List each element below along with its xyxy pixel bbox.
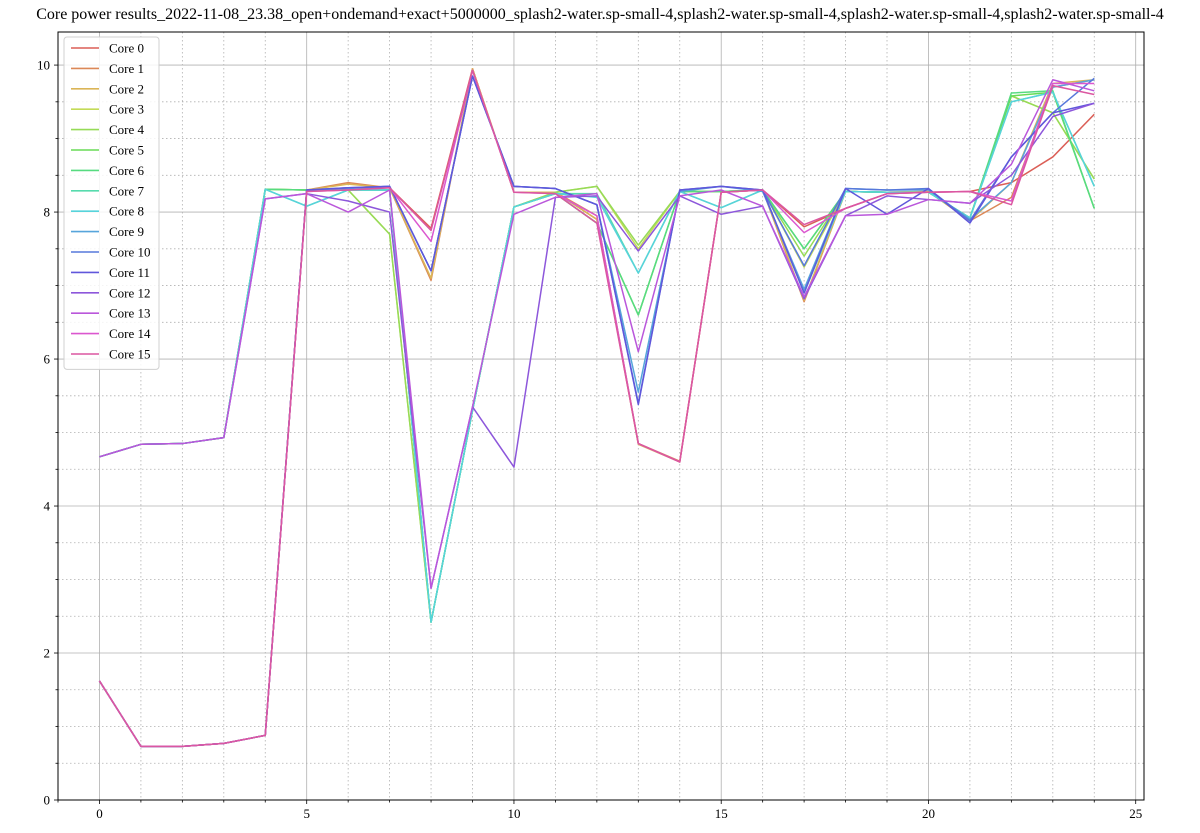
legend-label: Core 15 (109, 347, 151, 362)
legend-label: Core 6 (109, 163, 145, 178)
major-grid (58, 32, 1144, 801)
chart-title: Core power results_2022-11-08_23.38_open… (36, 6, 1164, 23)
series-line (99, 79, 1095, 590)
legend-label: Core 0 (109, 41, 144, 56)
x-tick-label: 25 (1129, 806, 1142, 821)
legend-label: Core 12 (109, 285, 151, 300)
series-line (98, 69, 1095, 748)
legend-label: Core 13 (109, 306, 151, 321)
y-tick-label: 2 (44, 646, 51, 661)
y-tick-label: 4 (44, 499, 51, 514)
legend-label: Core 11 (109, 265, 150, 280)
x-tick-label: 15 (715, 806, 728, 821)
x-tick-label: 0 (96, 806, 103, 821)
legend-label: Core 10 (109, 245, 151, 260)
legend-label: Core 1 (109, 61, 144, 76)
legend-label: Core 7 (109, 183, 145, 198)
x-tick-label: 20 (922, 806, 935, 821)
minor-grid (57, 32, 1144, 800)
x-tick-label: 5 (303, 806, 310, 821)
y-tick-label: 8 (44, 205, 51, 220)
legend-label: Core 5 (109, 143, 144, 158)
legend-label: Core 3 (109, 102, 144, 117)
axis-ticks: 0 5 10 15 20 25 0 2 4 6 8 10 (37, 58, 1142, 821)
legend: Core 0 Core 1 Core 2 Core 3 Core 4 Core 5 Core… (63, 36, 160, 370)
legend-label: Core 14 (109, 326, 151, 341)
y-tick-label: 0 (44, 793, 51, 808)
legend-label: Core 4 (109, 122, 145, 137)
legend-box (63, 36, 160, 370)
series-lines (98, 68, 1095, 748)
legend-label: Core 2 (109, 81, 144, 96)
y-tick-label: 10 (37, 58, 50, 73)
x-tick-label: 10 (507, 806, 520, 821)
plot-frame (57, 31, 1145, 801)
legend-label: Core 9 (109, 224, 144, 239)
legend-label: Core 8 (109, 204, 144, 219)
y-tick-label: 6 (44, 352, 51, 367)
